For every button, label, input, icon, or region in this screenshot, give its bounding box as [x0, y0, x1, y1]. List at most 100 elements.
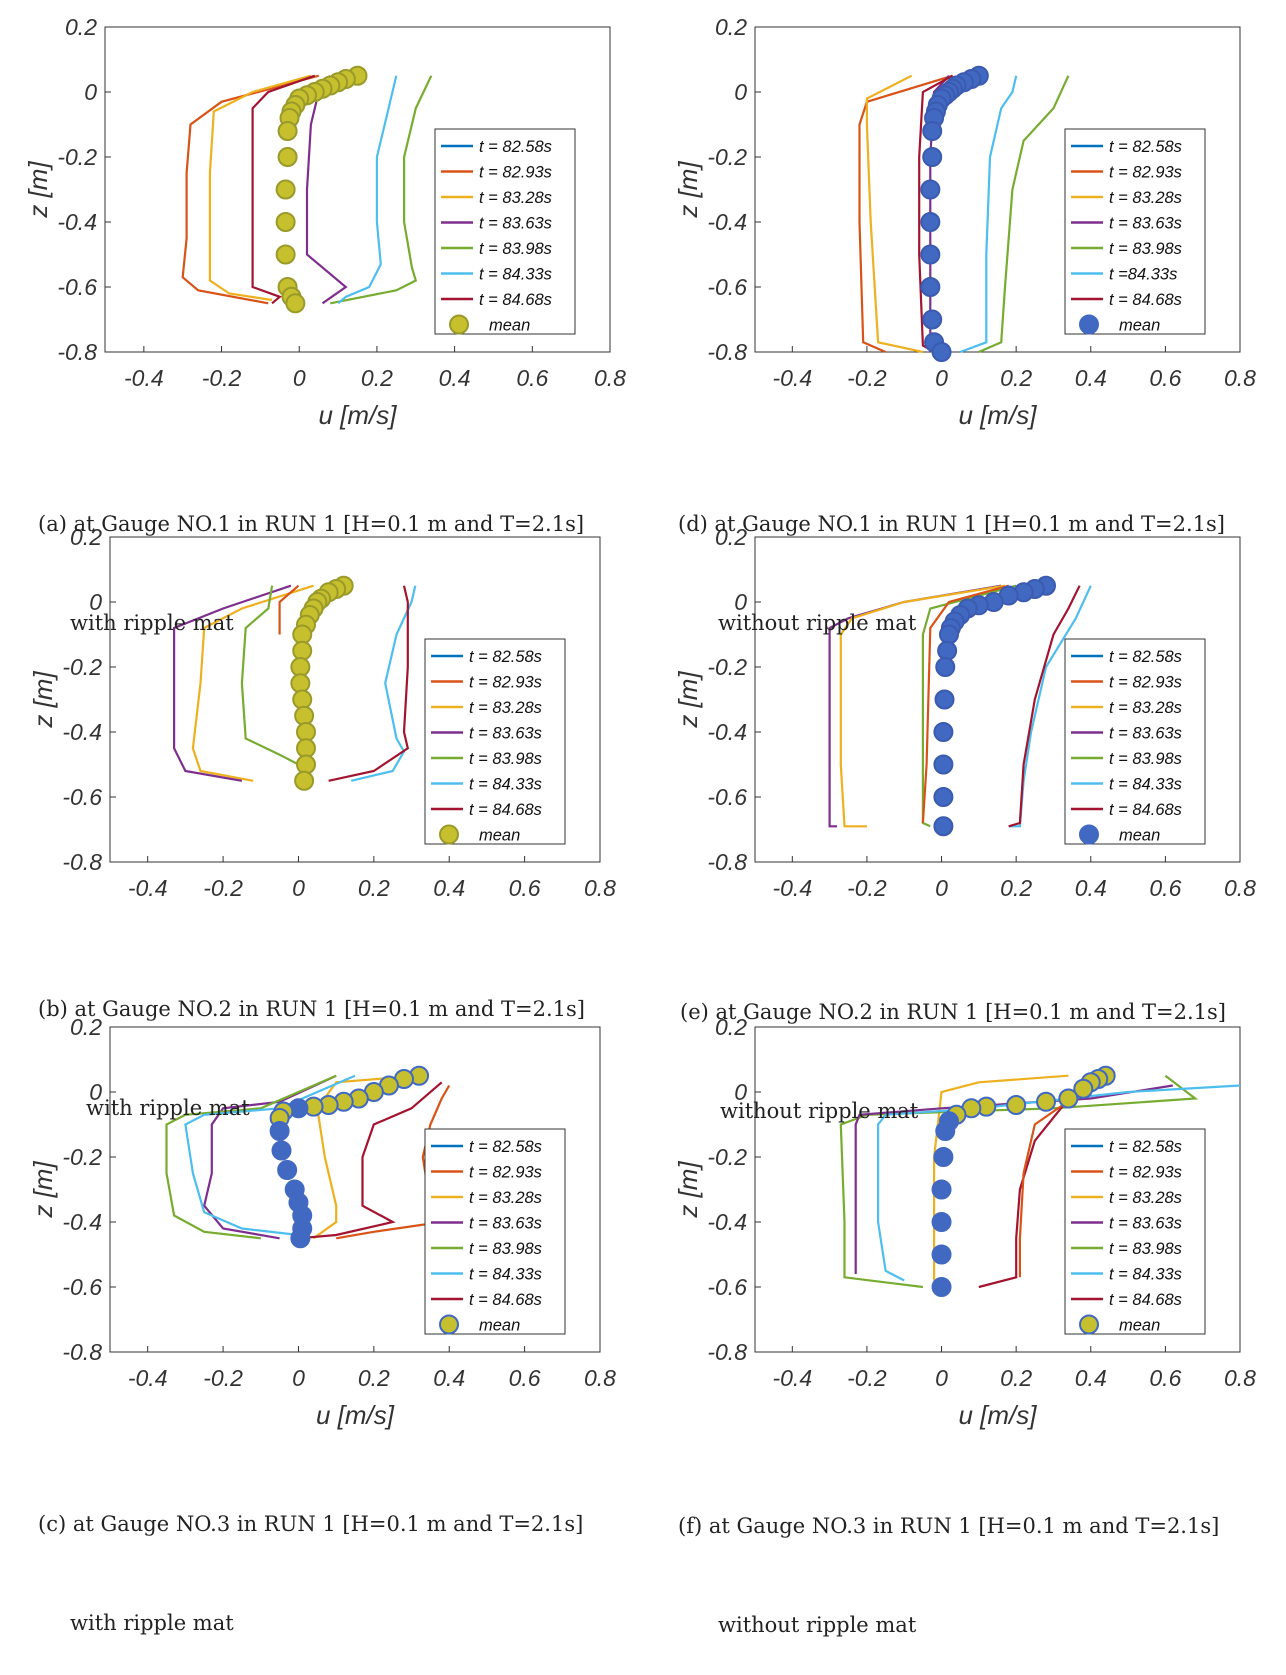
- x-tick-label: 0.4: [433, 1365, 465, 1391]
- legend-label: t = 82.93s: [479, 164, 552, 182]
- legend-label: t = 82.58s: [1109, 138, 1182, 156]
- x-tick-label: -0.4: [772, 875, 812, 901]
- legend-label: t = 82.58s: [479, 138, 552, 156]
- y-tick-label: 0: [734, 589, 747, 615]
- x-tick-label: 0.4: [1075, 1365, 1107, 1391]
- y-tick-label: 0.2: [715, 524, 747, 550]
- series-line: [978, 1074, 1092, 1289]
- mean-marker: [294, 770, 315, 791]
- caption-d: (d) at Gauge NO.1 in RUN 1 [H=0.1 m and …: [678, 442, 1225, 673]
- x-tick-label: 0.4: [1075, 875, 1107, 901]
- caption-c-line1: (c) at Gauge NO.3 in RUN 1 [H=0.1 m and …: [38, 1512, 584, 1536]
- mean-marker: [920, 212, 941, 232]
- caption-b-line1: (b) at Gauge NO.2 in RUN 1 [H=0.1 m and …: [38, 997, 585, 1021]
- y-tick-label: -0.2: [62, 1144, 102, 1170]
- x-tick-label: -0.2: [203, 875, 243, 901]
- legend-label: t = 84.68s: [1109, 801, 1182, 819]
- mean-marker: [933, 754, 954, 775]
- y-axis-label: z [m]: [28, 671, 58, 729]
- legend-marker-swatch: [439, 1314, 459, 1335]
- x-tick-label: -0.4: [772, 1365, 812, 1391]
- caption-c-line2: with ripple mat: [70, 1611, 234, 1635]
- series-line: [1008, 585, 1092, 828]
- series-line: [978, 75, 1070, 354]
- mean-marker: [269, 1121, 290, 1141]
- mean-marker: [920, 244, 941, 265]
- legend-label: t = 82.58s: [469, 648, 542, 666]
- x-tick-label: -0.2: [847, 365, 887, 391]
- x-tick-label: 0.2: [358, 1365, 390, 1391]
- legend-label: t = 84.68s: [469, 1291, 542, 1309]
- mean-marker: [922, 121, 943, 141]
- legend-label: t = 82.93s: [469, 1164, 542, 1182]
- legend-label: t = 82.58s: [469, 1138, 542, 1156]
- y-tick-label: -0.4: [62, 1209, 102, 1235]
- mean-marker: [1058, 1088, 1079, 1109]
- x-tick-label: 0.2: [361, 365, 393, 391]
- legend-label: t = 83.28s: [1109, 699, 1182, 717]
- x-tick-label: -0.4: [124, 365, 164, 391]
- y-tick-label: 0: [734, 1079, 747, 1105]
- y-tick-label: -0.4: [707, 209, 747, 235]
- chart-panel-f: -0.4 -0.2 0 0.2 0.4 0.6 0.8 0.2 0 -0.2 -0.4 -0.6 -0.…: [640, 1000, 1286, 1440]
- y-tick-label: -0.2: [707, 1144, 747, 1170]
- legend-label: t = 84.68s: [1109, 1291, 1182, 1309]
- y-tick-label: -0.2: [57, 144, 97, 170]
- series-line: [921, 584, 1009, 824]
- mean-marker: [922, 147, 943, 167]
- mean-marker: [935, 657, 956, 677]
- legend-label: t = 83.28s: [1109, 1189, 1182, 1207]
- y-tick-label: -0.2: [62, 654, 102, 680]
- legend-label: mean: [1119, 1317, 1160, 1335]
- series-line: [251, 74, 316, 305]
- x-tick-label: 0.4: [433, 875, 465, 901]
- legend-label: t = 83.98s: [1109, 750, 1182, 768]
- x-tick-label: 0: [935, 1365, 948, 1391]
- caption-a-line2: with ripple mat: [70, 611, 234, 635]
- y-tick-label: -0.4: [707, 719, 747, 745]
- chart-panel-d: -0.4 -0.2 0 0.2 0.4 0.6 0.8 0.2 0 -0.2 -0.4 -0.6 -0.…: [640, 0, 1286, 440]
- mean-marker: [1036, 1091, 1056, 1112]
- legend-label: t = 84.33s: [1109, 776, 1182, 794]
- mean-marker: [931, 1179, 952, 1200]
- caption-e-line1: (e) at Gauge NO.2 in RUN 1 [H=0.1 m and …: [680, 1000, 1226, 1024]
- series-line: [865, 74, 924, 354]
- x-tick-label: -0.4: [772, 365, 812, 391]
- x-tick-label: 0.8: [1224, 1365, 1256, 1391]
- x-tick-label: 0.4: [439, 365, 471, 391]
- x-tick-label: 0.2: [1000, 875, 1032, 901]
- mean-marker: [296, 754, 316, 775]
- x-tick-label: 0: [293, 365, 306, 391]
- caption-f-line1: (f) at Gauge NO.3 in RUN 1 [H=0.1 m and …: [678, 1514, 1220, 1538]
- series-line: [877, 1084, 1241, 1282]
- legend-label: t = 83.98s: [479, 240, 552, 258]
- mean-marker: [1073, 1078, 1094, 1099]
- x-tick-label: 0.2: [1000, 365, 1032, 391]
- y-tick-label: -0.6: [62, 1274, 102, 1300]
- series-line: [181, 74, 319, 305]
- legend-label: t = 84.68s: [469, 801, 542, 819]
- x-tick-label: 0.4: [1075, 365, 1107, 391]
- legend-label: mean: [489, 317, 530, 335]
- y-tick-label: -0.8: [57, 339, 97, 365]
- series-line: [184, 1074, 356, 1237]
- y-tick-label: 0: [84, 79, 97, 105]
- y-tick-label: 0: [89, 589, 102, 615]
- x-tick-label: 0: [935, 365, 948, 391]
- series-line: [854, 1084, 1173, 1274]
- legend-label: t = 83.28s: [479, 189, 552, 207]
- x-tick-label: 0.8: [584, 1365, 616, 1391]
- y-tick-label: 0.2: [65, 14, 97, 40]
- chart-svg-a: -0.4 -0.2 0 0.2 0.4 0.6 0.8 0.2 0 -0.2 -0.4 -0.6 -0.…: [23, 14, 626, 430]
- y-tick-label: -0.8: [707, 339, 747, 365]
- legend-label: t =84.33s: [1109, 266, 1177, 284]
- chart-svg-d: -0.4 -0.2 0 0.2 0.4 0.6 0.8 0.2 0 -0.2 -0.4 -0.6 -0.…: [673, 14, 1256, 430]
- legend-label: t = 84.33s: [469, 1266, 542, 1284]
- y-tick-label: -0.6: [62, 784, 102, 810]
- x-axis-label: u [m/s]: [316, 1400, 395, 1430]
- y-tick-label: -0.6: [57, 274, 97, 300]
- series-line: [312, 1074, 420, 1240]
- series-line: [208, 74, 312, 302]
- chart-svg-f: -0.4 -0.2 0 0.2 0.4 0.6 0.8 0.2 0 -0.2 -0.4 -0.6 -0.…: [673, 1014, 1256, 1430]
- legend-label: t = 84.33s: [479, 266, 552, 284]
